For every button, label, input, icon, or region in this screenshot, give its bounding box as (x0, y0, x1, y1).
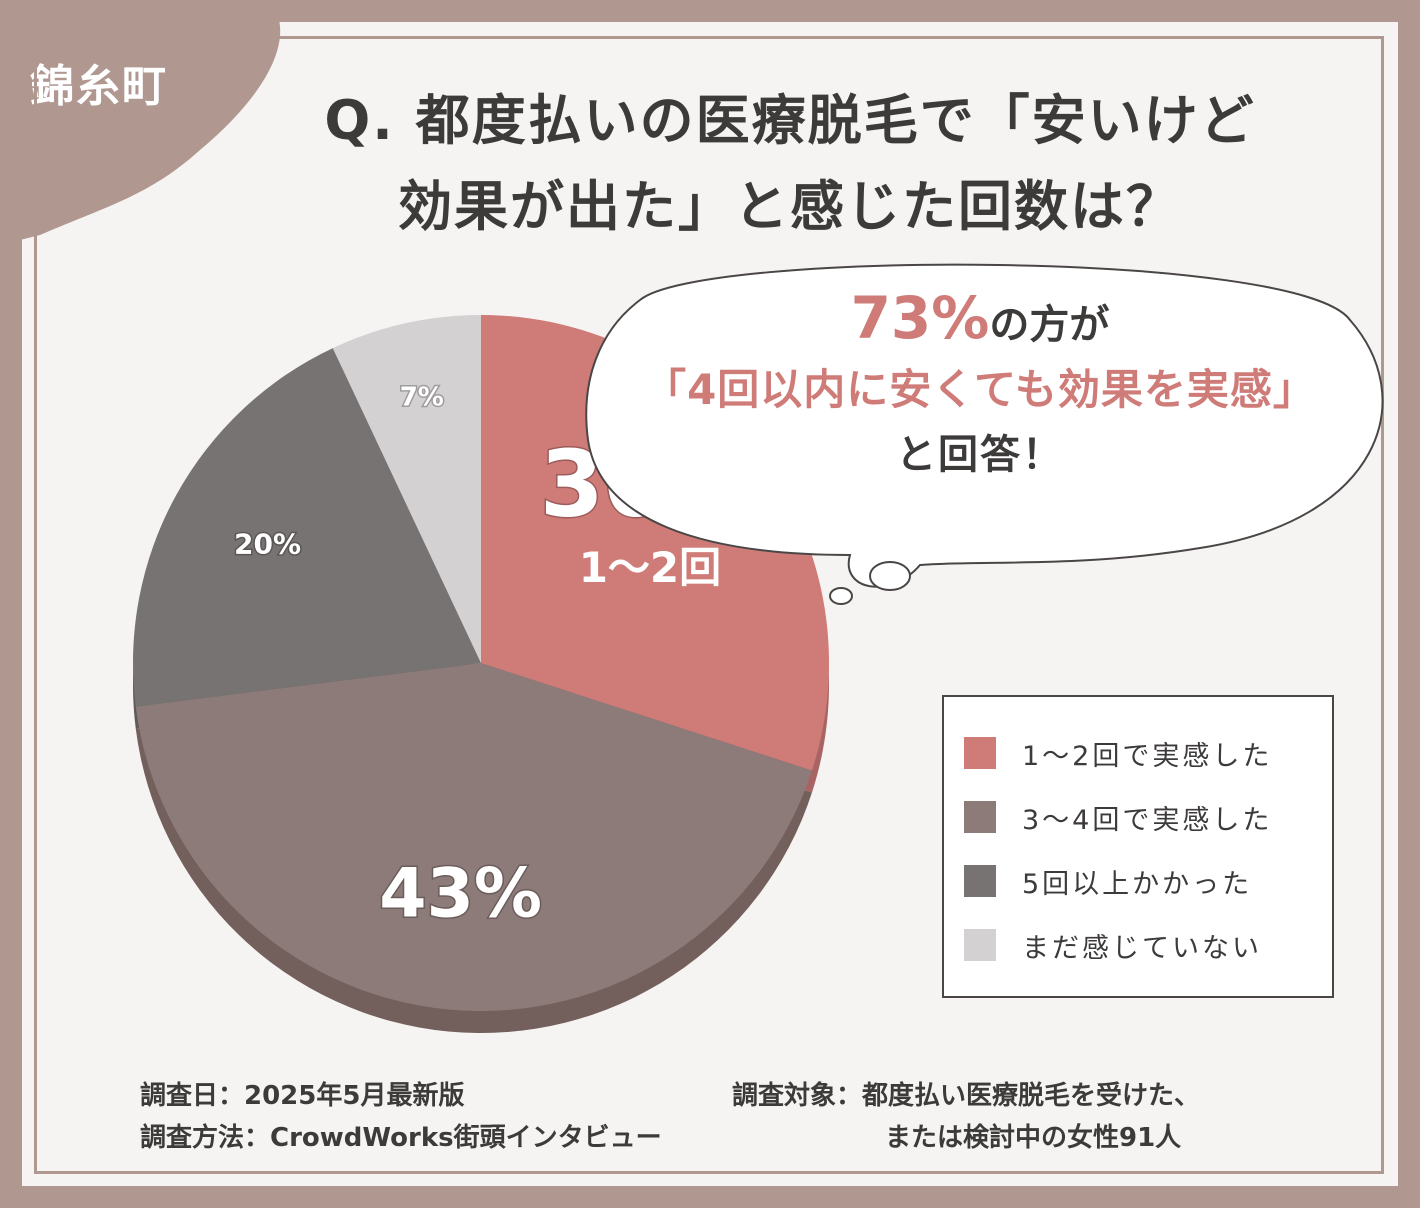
legend-swatch-3 (964, 865, 996, 897)
legend: 1〜2回で実感した 3〜4回で実感した 5回以上かかった まだ感じていない (942, 695, 1334, 998)
pie-slice-2 (135, 663, 812, 1011)
callout-percent: 73% (850, 284, 990, 352)
callout-line-1: 73%の方が (600, 285, 1360, 358)
speech-bubble (585, 263, 1384, 605)
legend-item-3: 5回以上かかった (964, 864, 1253, 900)
bubble-dot-large (869, 561, 911, 591)
survey-target-line-1: 調査対象：都度払い医療脱毛を受けた、 (732, 1081, 1201, 1111)
pie-label-4: 7% (400, 383, 444, 413)
pie-slice-3 (132, 348, 481, 707)
corner-blob (0, 0, 281, 245)
footer-right: 調査対象：都度払い医療脱毛を受けた、 または検討中の女性91人 (732, 1075, 1200, 1159)
bubble-dot-small (829, 587, 853, 605)
survey-target-line-2: または検討中の女性91人 (885, 1123, 1182, 1153)
pie-slice-1 (481, 315, 829, 771)
legend-swatch-1 (964, 737, 996, 769)
legend-label-4: まだ感じていない (1022, 932, 1262, 964)
legend-label-3: 5回以上かかった (1022, 868, 1253, 900)
callout-line-3: と回答！ (896, 432, 1064, 478)
survey-date: 調査日：2025年5月最新版 (140, 1081, 465, 1111)
legend-swatch-4 (964, 929, 996, 961)
pie-label-2: 43% (379, 854, 542, 933)
legend-item-4: まだ感じていない (964, 928, 1262, 964)
legend-label-2: 3〜4回で実感した (1022, 804, 1273, 836)
pie-sublabel-1: 1〜2回 (579, 543, 721, 592)
chart-title: Q. 都度払いの医療脱毛で「安いけど 効果が出た」と感じた回数は？ (240, 78, 1340, 250)
pie-slice-4 (332, 315, 481, 663)
title-line-2: 効果が出た」と感じた回数は？ (398, 175, 1182, 238)
legend-label-1: 1〜2回で実感した (1022, 740, 1273, 772)
legend-swatch-2 (964, 801, 996, 833)
pie-label-3: 20% (234, 528, 301, 561)
callout-text: 73%の方が 「4回以内に安くても効果を実感」 と回答！ (600, 285, 1360, 488)
callout-line-2: 「4回以内に安くても効果を実感」 (644, 365, 1316, 414)
survey-method: 調査方法：CrowdWorks街頭インタビュー (140, 1123, 662, 1153)
pie-slices (132, 315, 829, 1011)
title-line-1: Q. 都度払いの医療脱毛で「安いけど (324, 89, 1256, 152)
callout-line-1-rest: の方が (989, 302, 1110, 348)
legend-item-2: 3〜4回で実感した (964, 800, 1273, 836)
legend-item-1: 1〜2回で実感した (964, 736, 1273, 772)
location-label: 錦糸町 (30, 61, 168, 112)
footer-left: 調査日：2025年5月最新版 調査方法：CrowdWorks街頭インタビュー (140, 1075, 662, 1159)
